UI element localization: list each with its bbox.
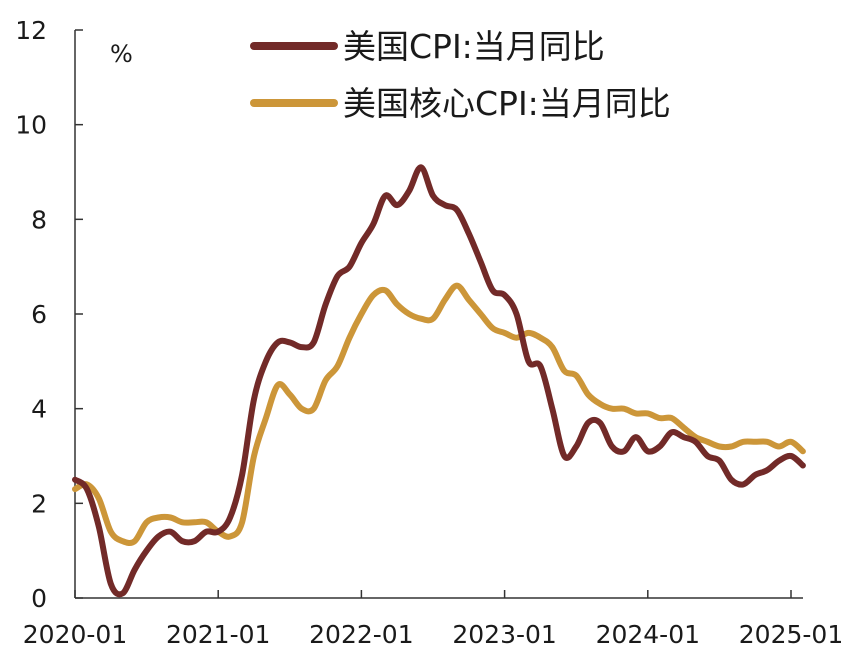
y-tick-label: 10 [15, 111, 47, 140]
series-line-core-cpi [72, 282, 806, 547]
y-unit-label: % [110, 40, 133, 68]
legend-label-core-cpi: 美国核心CPI:当月同比 [343, 84, 671, 123]
y-tick-label: 6 [31, 300, 47, 329]
y-tick-label: 0 [31, 584, 47, 613]
y-tick-label: 8 [31, 205, 47, 234]
x-tick-label: 2021-01 [166, 620, 270, 649]
x-tick-label: 2025-01 [739, 620, 843, 649]
series-line-cpi [72, 164, 806, 598]
chart-axes [74, 29, 803, 599]
x-tick-label: 2024-01 [596, 620, 700, 649]
x-tick-label: 2020-01 [23, 620, 127, 649]
legend-label-cpi: 美国CPI:当月同比 [343, 27, 605, 66]
series-lines [72, 164, 806, 598]
y-tick-label: 12 [15, 16, 47, 45]
tick-labels: 0 2 4 6 8 10 12 2020-01 2021-01 2022-01 2023-01 202… [15, 16, 843, 649]
x-tick-label: 2022-01 [309, 620, 413, 649]
y-tick-label: 4 [31, 395, 47, 424]
y-tick-label: 2 [31, 489, 47, 518]
x-tick-label: 2023-01 [452, 620, 556, 649]
